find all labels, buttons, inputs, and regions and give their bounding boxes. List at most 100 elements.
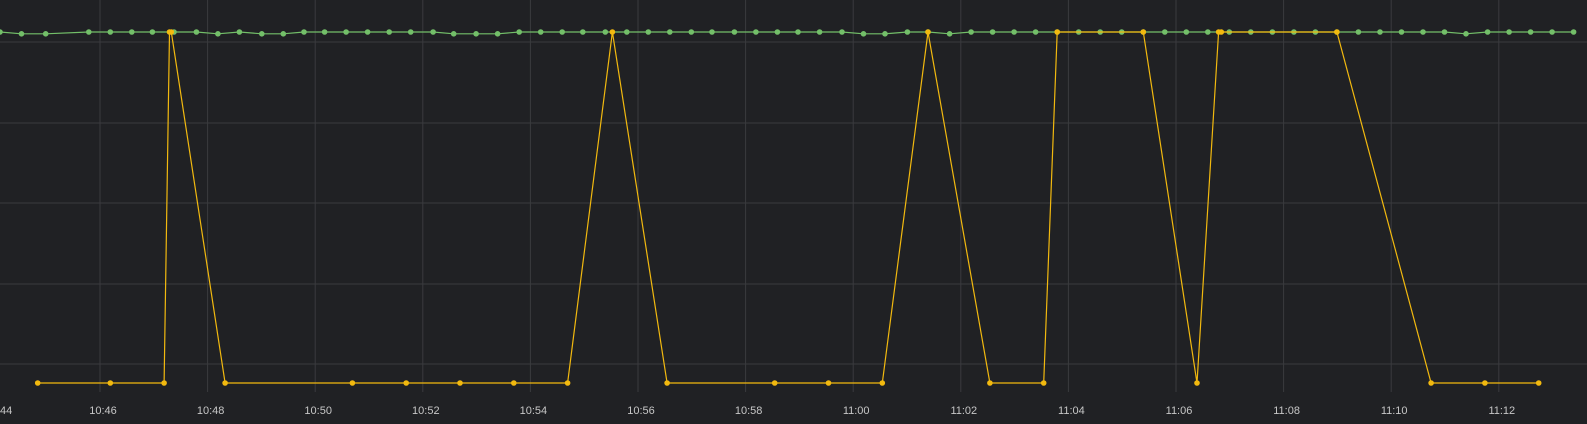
data-point bbox=[168, 29, 175, 35]
grid bbox=[0, 0, 1587, 392]
data-point bbox=[403, 380, 410, 386]
data-point bbox=[771, 380, 778, 386]
x-tick-label: 11:04 bbox=[1058, 405, 1085, 417]
data-point bbox=[511, 380, 517, 386]
data-point bbox=[559, 29, 565, 35]
data-point bbox=[1549, 29, 1555, 35]
data-point bbox=[18, 31, 25, 37]
data-point bbox=[343, 29, 349, 35]
data-point bbox=[1194, 380, 1200, 386]
data-point bbox=[301, 29, 307, 35]
data-point bbox=[795, 29, 801, 35]
data-point bbox=[989, 29, 996, 35]
data-point bbox=[1205, 29, 1211, 35]
data-point bbox=[1527, 29, 1534, 35]
x-tick-label: 11:12 bbox=[1488, 405, 1515, 417]
data-point bbox=[407, 29, 414, 35]
data-point bbox=[753, 29, 759, 35]
data-point bbox=[1162, 29, 1168, 35]
data-point bbox=[280, 31, 287, 37]
data-point bbox=[709, 29, 715, 35]
data-point bbox=[1355, 29, 1362, 35]
x-tick-label: 10:56 bbox=[627, 405, 655, 417]
x-tick-label: 11:08 bbox=[1273, 405, 1300, 417]
data-point bbox=[1482, 380, 1488, 386]
data-point bbox=[731, 29, 738, 35]
data-point bbox=[879, 380, 886, 386]
data-point bbox=[1140, 29, 1147, 35]
x-tick-label: 11:10 bbox=[1381, 405, 1408, 417]
data-point bbox=[193, 29, 200, 35]
data-point bbox=[580, 29, 586, 35]
data-point bbox=[645, 29, 652, 35]
data-point bbox=[1506, 29, 1512, 35]
series-line bbox=[37, 31, 1539, 384]
data-point bbox=[222, 380, 228, 386]
data-point bbox=[1535, 380, 1542, 386]
x-tick-label: 10:58 bbox=[735, 405, 763, 417]
data-point bbox=[430, 29, 436, 35]
data-point bbox=[215, 31, 221, 37]
data-point bbox=[816, 29, 823, 35]
data-point bbox=[107, 29, 114, 35]
data-point bbox=[1334, 29, 1340, 35]
data-point bbox=[1377, 29, 1383, 35]
data-point bbox=[839, 29, 845, 35]
data-point bbox=[925, 29, 931, 35]
data-point bbox=[473, 31, 479, 37]
data-point bbox=[1463, 31, 1469, 37]
data-point bbox=[450, 31, 457, 37]
data-point bbox=[149, 29, 156, 35]
data-point bbox=[537, 29, 544, 35]
data-point bbox=[609, 29, 616, 35]
x-tick-label: 10:50 bbox=[304, 405, 332, 417]
data-point bbox=[86, 29, 92, 35]
data-point bbox=[774, 29, 781, 35]
data-point bbox=[564, 380, 571, 386]
x-axis: 44 10:46 10:48 10:50 10:52 10:54 10:56 10:58 11:… bbox=[0, 405, 1515, 417]
data-point bbox=[34, 380, 41, 386]
data-point bbox=[882, 31, 888, 37]
data-point bbox=[1040, 380, 1047, 386]
data-point bbox=[516, 29, 522, 35]
data-point bbox=[494, 31, 501, 37]
data-point bbox=[946, 31, 953, 37]
data-point bbox=[1420, 29, 1426, 35]
x-tick-label: 10:54 bbox=[520, 405, 548, 417]
x-tick-label: 10:48 bbox=[197, 405, 225, 417]
x-tick-label: 10:52 bbox=[412, 405, 440, 417]
series-1 bbox=[0, 29, 1577, 37]
data-point bbox=[860, 31, 867, 37]
data-point bbox=[904, 29, 911, 35]
data-point bbox=[968, 29, 974, 35]
x-tick-label: 44 bbox=[0, 405, 12, 417]
data-point bbox=[987, 380, 993, 386]
data-point bbox=[42, 31, 49, 37]
data-point bbox=[0, 29, 3, 35]
data-point bbox=[1054, 29, 1060, 35]
data-point bbox=[825, 380, 832, 386]
data-point bbox=[321, 29, 328, 35]
data-point bbox=[457, 380, 463, 386]
data-point bbox=[624, 29, 630, 35]
x-tick-label: 11:06 bbox=[1166, 405, 1193, 417]
x-tick-label: 11:02 bbox=[950, 405, 977, 417]
data-point bbox=[688, 29, 695, 35]
data-point bbox=[1428, 380, 1434, 386]
data-point bbox=[667, 29, 673, 35]
data-point bbox=[364, 29, 371, 35]
data-point bbox=[349, 380, 356, 386]
x-tick-label: 10:46 bbox=[89, 405, 117, 417]
data-point bbox=[386, 29, 393, 35]
data-point bbox=[107, 380, 114, 386]
data-point bbox=[1218, 29, 1225, 35]
data-point bbox=[1484, 29, 1491, 35]
x-tick-label: 11:00 bbox=[843, 405, 870, 417]
data-point bbox=[1183, 29, 1190, 35]
data-point bbox=[1032, 29, 1039, 35]
series-2 bbox=[34, 29, 1542, 386]
data-point bbox=[664, 380, 670, 386]
data-point bbox=[129, 29, 135, 35]
data-point bbox=[602, 29, 609, 35]
